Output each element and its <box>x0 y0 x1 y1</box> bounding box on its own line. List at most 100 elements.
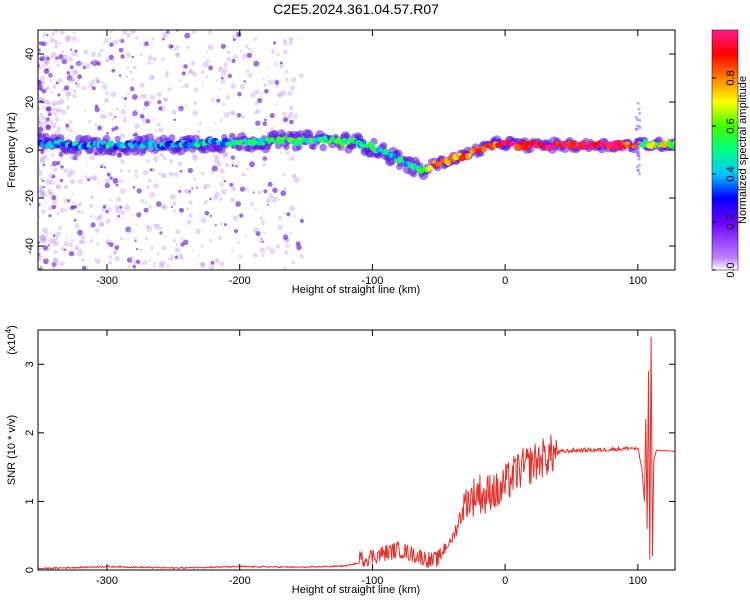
noise-speck <box>218 88 221 91</box>
noise-speck <box>231 110 236 116</box>
noise-speck <box>278 198 281 201</box>
noise-speck <box>163 175 167 178</box>
noise-speck <box>38 214 41 218</box>
noise-speck <box>226 50 231 55</box>
ridge-core <box>427 165 434 171</box>
noise-speck <box>41 115 46 121</box>
noise-speck <box>181 71 186 76</box>
noise-speck <box>106 131 109 135</box>
noise-speck <box>63 241 69 247</box>
noise-speck <box>191 249 194 252</box>
noise-speck <box>273 41 277 45</box>
noise-speck <box>262 158 264 161</box>
noise-speck <box>288 111 294 118</box>
noise-speck <box>163 97 168 102</box>
noise-speck <box>72 79 75 82</box>
noise-speck <box>66 58 69 61</box>
noise-speck <box>199 262 206 268</box>
ridge-core <box>527 144 532 149</box>
colorbar-ticks: 0.0 0.2 0.4 0.6 0.8 <box>712 70 737 278</box>
noise-speck <box>65 35 72 41</box>
x-tick-label: 100 <box>629 575 647 587</box>
noise-speck <box>119 205 123 209</box>
noise-speck <box>149 192 156 198</box>
noise-speck <box>159 260 166 267</box>
noise-speck <box>38 120 41 124</box>
ridge-core <box>653 144 657 148</box>
noise-speck <box>45 85 50 90</box>
noise-speck <box>39 256 43 261</box>
noise-speck <box>78 248 82 252</box>
noise-speck <box>160 204 166 209</box>
noise-speck <box>66 71 71 75</box>
noise-speck <box>162 204 168 211</box>
noise-speck <box>219 261 225 267</box>
chart-title: C2E5.2024.361.04.57.R07 <box>273 1 439 17</box>
noise-speck <box>151 37 155 41</box>
noise-speck <box>280 190 287 197</box>
noise-speck <box>150 246 154 250</box>
ridge-core <box>672 140 675 145</box>
noise-speck <box>142 108 145 111</box>
noise-speck <box>139 262 143 266</box>
noise-speck <box>184 83 190 89</box>
noise-speck <box>94 107 100 113</box>
noise-speck <box>170 257 174 261</box>
noise-speck <box>183 64 188 69</box>
ridge-core <box>657 144 661 148</box>
noise-speck <box>44 121 48 125</box>
noise-speck <box>89 239 94 243</box>
noise-speck <box>43 237 46 240</box>
noise-speck <box>45 117 50 122</box>
noise-speck <box>222 67 228 73</box>
noise-speck <box>38 170 43 177</box>
noise-speck <box>280 151 283 154</box>
noise-speck <box>69 169 71 172</box>
ridge-core <box>468 153 472 157</box>
ridge-core <box>285 136 289 141</box>
y-tick-label: -40 <box>24 238 36 254</box>
noise-speck <box>252 191 255 194</box>
noise-speck <box>56 126 62 132</box>
noise-speck <box>291 173 297 179</box>
noise-speck <box>175 243 179 246</box>
noise-speck <box>149 94 155 100</box>
noise-speck <box>160 57 165 61</box>
noise-speck <box>152 265 155 269</box>
ridge-core <box>260 141 265 146</box>
noise-speck <box>252 252 258 258</box>
noise-speck <box>53 240 59 247</box>
noise-speck <box>120 188 126 194</box>
noise-speck <box>112 39 119 45</box>
noise-speck <box>63 168 69 174</box>
noise-speck <box>115 107 119 111</box>
noise-speck <box>239 84 246 90</box>
noise-speck <box>63 198 68 204</box>
noise-speck <box>162 156 167 161</box>
noise-speck <box>126 32 132 38</box>
noise-speck <box>288 41 293 46</box>
noise-speck <box>51 100 57 107</box>
noise-speck <box>117 214 121 218</box>
noise-speck <box>43 68 50 74</box>
noise-speck <box>56 107 62 113</box>
noise-speck <box>185 104 188 108</box>
noise-speck <box>231 58 236 64</box>
x-tick-label: -300 <box>96 275 118 287</box>
noise-speck <box>203 200 208 206</box>
noise-speck <box>222 152 228 158</box>
noise-speck <box>117 218 119 221</box>
noise-speck <box>38 146 42 152</box>
noise-speck <box>289 232 292 235</box>
noise-speck <box>89 154 95 161</box>
noise-speck <box>115 207 121 214</box>
noise-speck <box>82 65 87 70</box>
noise-speck <box>124 104 127 108</box>
noise-speck <box>290 77 297 83</box>
noise-speck <box>226 57 231 62</box>
noise-speck <box>39 193 45 199</box>
noise-speck <box>69 169 76 175</box>
noise-speck <box>111 89 114 92</box>
noise-speck <box>236 31 242 38</box>
